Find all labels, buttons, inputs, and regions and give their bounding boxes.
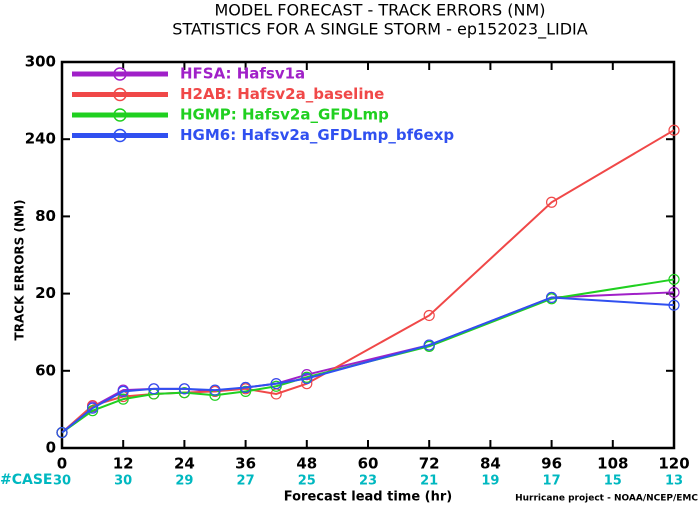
case-label: #CASE: [0, 472, 53, 488]
case-count: 15: [604, 474, 622, 489]
case-count: 17: [543, 474, 561, 489]
legend-label: HFSA: Hafsv1a: [180, 65, 305, 83]
point: [117, 393, 129, 405]
y-axis-label: TRACK ERRORS (NM): [13, 200, 27, 341]
point: [56, 426, 68, 439]
point: [240, 381, 252, 394]
case-count: 19: [481, 474, 499, 489]
point: [117, 385, 129, 397]
point: [301, 372, 313, 385]
y-tick-label: 0: [46, 439, 56, 457]
x-tick-label: 24: [174, 455, 195, 473]
x-tick-label: 84: [480, 455, 501, 473]
y-tick-label: 240: [25, 130, 56, 148]
x-tick-label: 120: [658, 455, 689, 473]
point: [209, 384, 221, 396]
point: [668, 299, 680, 311]
point: [178, 387, 190, 399]
point: [148, 383, 160, 395]
x-tick-label: 36: [235, 455, 256, 473]
case-count: 27: [237, 474, 255, 489]
legend-marker: [113, 108, 127, 122]
footer: Hurricane project - NOAA/NCEP/EMC: [515, 494, 698, 504]
x-tick-label: 108: [597, 455, 628, 473]
case-count: 30: [114, 474, 132, 489]
case-count: 13: [665, 474, 683, 489]
x-tick-label: 48: [296, 455, 317, 473]
x-tick-label: 60: [358, 455, 379, 473]
case-count: 21: [420, 474, 438, 489]
point: [545, 196, 558, 208]
point: [668, 273, 680, 286]
point: [545, 291, 558, 304]
x-tick-label: 0: [57, 455, 67, 473]
point: [240, 385, 252, 397]
y-tick-label: 80: [35, 207, 56, 225]
point: [668, 124, 680, 136]
chart-subtitle: STATISTICS FOR A SINGLE STORM - ep152023…: [172, 20, 587, 40]
x-axis-label: Forecast lead time (hr): [284, 490, 452, 505]
x-tick-label: 96: [541, 455, 562, 473]
x-tick-label: 12: [113, 455, 134, 473]
series-line: [61, 129, 675, 434]
point: [423, 309, 435, 322]
case-count: 25: [298, 474, 316, 489]
legend-marker: [113, 87, 127, 102]
legend-label: HGMP: Hafsv2a_GFDLmp: [180, 106, 389, 124]
x-tick-label: 72: [419, 455, 440, 473]
series-line: [61, 296, 675, 434]
chart-title: MODEL FORECAST - TRACK ERRORS (NM): [214, 1, 545, 20]
point: [423, 339, 435, 351]
y-tick-label: 60: [35, 361, 56, 379]
point: [270, 378, 282, 390]
legend-label: HGM6: Hafsv2a_GFDLmp_bf6exp: [180, 126, 454, 144]
legend-marker: [113, 67, 127, 81]
point: [86, 402, 99, 414]
point: [270, 380, 282, 392]
series-line: [61, 278, 675, 434]
case-count: 29: [175, 474, 193, 489]
point: [301, 369, 313, 381]
plot-frame: [60, 60, 676, 450]
point: [178, 383, 190, 395]
legend-label: H2AB: Hafsv2a_baseline: [180, 85, 384, 103]
point: [86, 405, 99, 417]
y-tick-label: 300: [25, 53, 56, 71]
y-tick-label: 20: [35, 284, 56, 302]
case-count: 30: [53, 474, 71, 489]
case-count: 23: [359, 474, 377, 489]
legend-marker: [113, 128, 127, 143]
point: [668, 286, 680, 298]
